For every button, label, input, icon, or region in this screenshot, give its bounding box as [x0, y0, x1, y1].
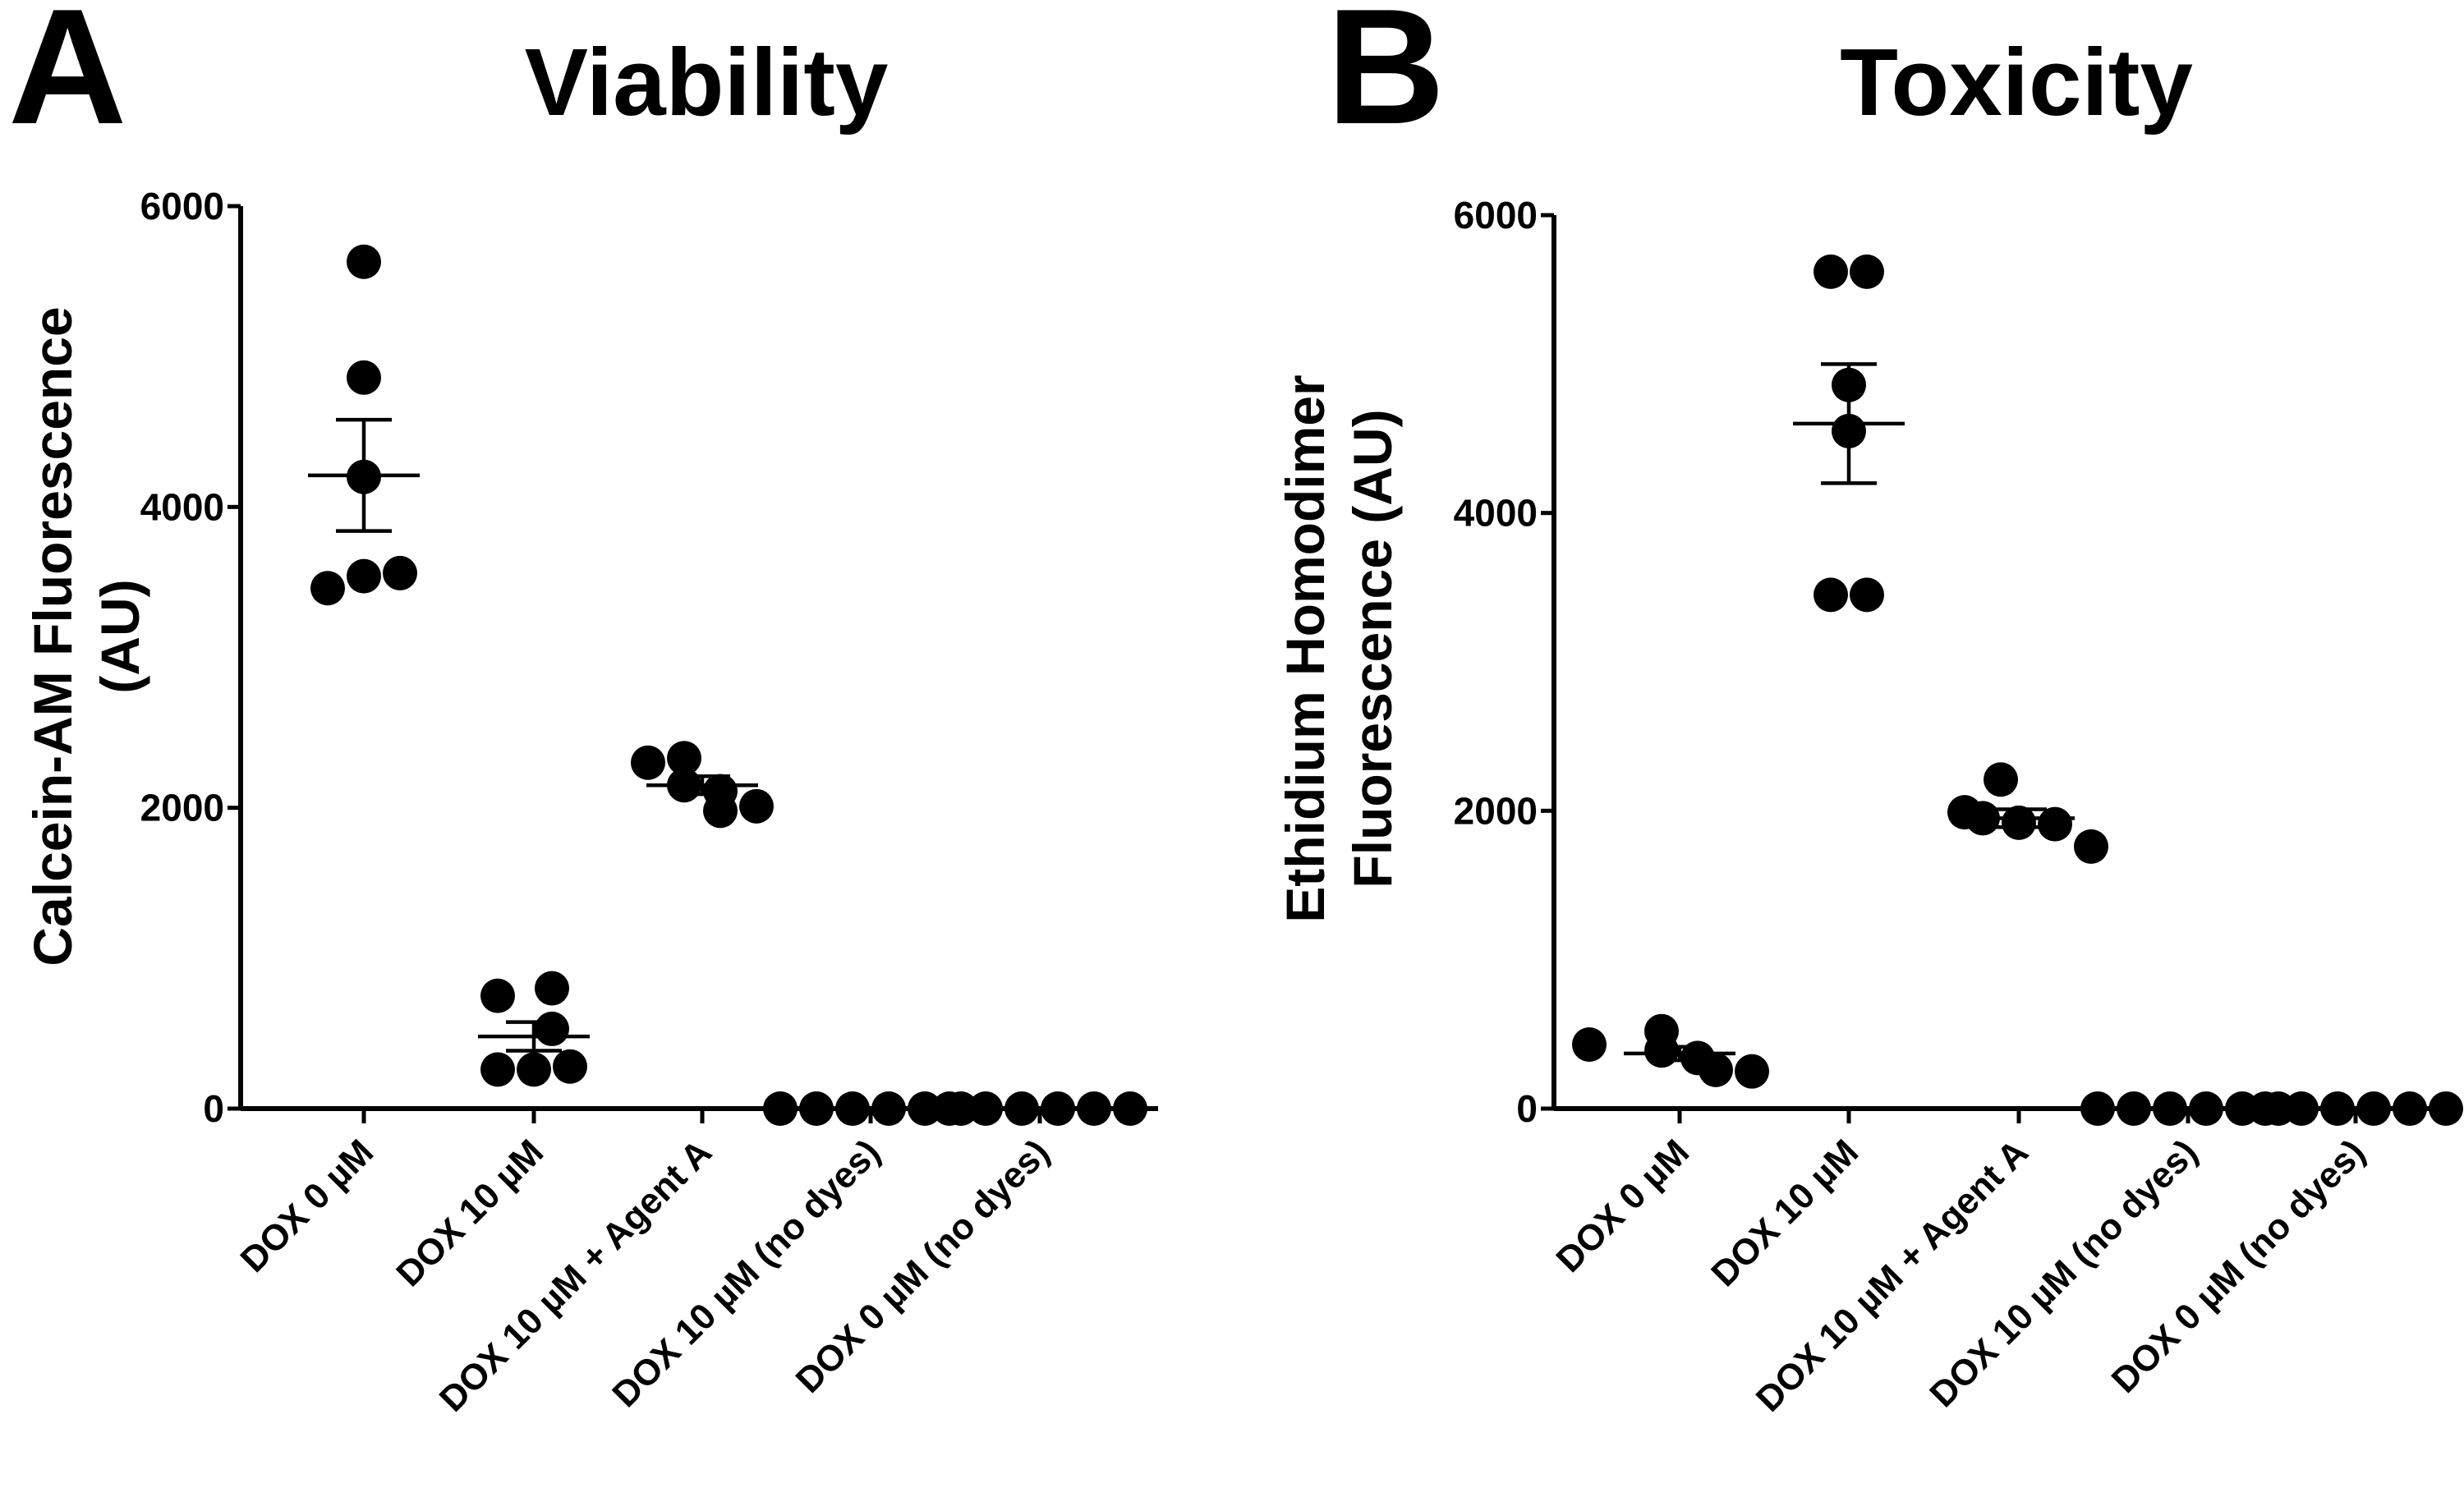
panel-a-data-point [703, 793, 738, 829]
panel-b-title: Toxicity [1840, 29, 2193, 135]
panel-b-letter: B [1326, 0, 1445, 158]
panel-a-data-point [480, 978, 515, 1013]
panel-a-category-label: DOX 0 µM [233, 1132, 382, 1280]
panel-a-data-point [347, 558, 381, 594]
panel-a-data-point [347, 360, 381, 395]
panel-b-y-tick-label: 4000 [1454, 492, 1538, 535]
panel-b-chart: B Toxicity Ethidium Homodimer Fluorescen… [1275, 0, 2463, 1420]
panel-a-title: Viability [525, 29, 889, 135]
panel-b-data-point [2429, 1091, 2463, 1126]
panel-b-data-point [1735, 1054, 1769, 1089]
panel-b-data-point [1644, 1033, 1679, 1068]
panel-a-category-label: DOX 10 µM [388, 1132, 551, 1294]
panel-a-data-point [667, 741, 701, 776]
panel-a-data-point [535, 1011, 569, 1046]
panel-b-data-point [2248, 1091, 2282, 1126]
panel-a-y-tick-label: 6000 [140, 185, 224, 227]
panel-a-data-point [310, 571, 345, 606]
panel-a-y-tick-label: 4000 [140, 485, 224, 528]
panel-b-data-point [2038, 806, 2072, 842]
panel-a-data-point [763, 1091, 798, 1126]
panel-a-y-tick-label: 0 [203, 1087, 224, 1130]
panel-b-y-tick-label: 2000 [1454, 789, 1538, 832]
panel-b-ylabel-line1: Ethidium Homodimer [1275, 374, 1335, 922]
panel-a-chart: A Viability Calcein-AM Fluorescence (AU)… [8, 0, 1158, 1420]
panel-b-category-label: DOX 10 µM + Agent A [1749, 1132, 2036, 1419]
panel-b-data-point [1850, 254, 1884, 289]
panel-a-category-label: DOX 10 µM + Agent A [432, 1132, 719, 1419]
panel-a-data-point [347, 244, 381, 279]
panel-a-ylabel-line2: (AU) [90, 579, 150, 693]
panel-a-data-point [739, 788, 774, 824]
panel-b-y-tick-label: 0 [1516, 1087, 1538, 1130]
panel-a-data-point [1113, 1091, 1147, 1126]
panel-b-data-point [1814, 254, 1848, 289]
panel-a-ylabel-line1: Calcein-AM Fluorescence [22, 306, 83, 966]
panel-a-data-point [553, 1049, 587, 1084]
panel-a-data-point [480, 1052, 515, 1087]
panel-a-category-label: DOX 10 µM (no dyes) [605, 1132, 888, 1415]
panel-a-data-point [631, 745, 665, 780]
panel-b-y-tick-label: 6000 [1454, 194, 1538, 237]
panel-a-y-tick-label: 2000 [140, 787, 224, 829]
panel-b-data-point [1984, 762, 2018, 797]
panel-a-data-point [932, 1091, 967, 1126]
panel-b-data-point [1814, 577, 1848, 613]
panel-a-data-point [383, 555, 417, 590]
panel-a-data-point [535, 971, 569, 1006]
panel-b-data-point [2074, 829, 2108, 864]
panel-b-category-label: DOX 0 µM [1549, 1132, 1698, 1280]
panel-b-data-point [1572, 1027, 1607, 1063]
panel-a-letter: A [8, 0, 126, 158]
panel-a-data-point [517, 1052, 551, 1087]
panel-b-category-label: DOX 10 µM [1703, 1132, 1866, 1294]
panel-b-data-point [1850, 577, 1884, 613]
panel-b-data-point [2080, 1091, 2115, 1126]
panel-b-ylabel-line2: Fluorescence (AU) [1342, 409, 1403, 888]
panel-b-data-point [1699, 1052, 1733, 1087]
